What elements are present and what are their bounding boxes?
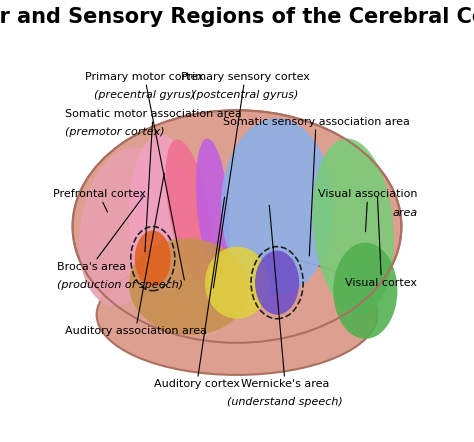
Text: (production of speech): (production of speech) <box>56 280 182 290</box>
Ellipse shape <box>129 134 193 295</box>
Ellipse shape <box>97 255 377 375</box>
Text: Visual association: Visual association <box>318 190 418 232</box>
Text: Visual cortex: Visual cortex <box>346 197 418 288</box>
Text: (precentral gyrus): (precentral gyrus) <box>94 90 195 100</box>
Text: Auditory association area: Auditory association area <box>64 173 207 336</box>
Text: Somatic motor association area: Somatic motor association area <box>64 109 241 252</box>
Text: (understand speech): (understand speech) <box>227 397 343 407</box>
Text: Auditory cortex: Auditory cortex <box>154 197 240 389</box>
Ellipse shape <box>73 110 401 343</box>
Text: (premotor cortex): (premotor cortex) <box>64 127 164 137</box>
Ellipse shape <box>135 231 171 287</box>
Ellipse shape <box>313 139 394 315</box>
Text: (postcentral gyrus): (postcentral gyrus) <box>192 90 298 100</box>
Ellipse shape <box>255 251 299 315</box>
Text: area: area <box>392 207 418 217</box>
Text: Wernicke's area: Wernicke's area <box>241 205 329 389</box>
Ellipse shape <box>205 247 269 319</box>
Text: Primary motor cortex: Primary motor cortex <box>85 72 204 280</box>
Text: Somatic sensory association area: Somatic sensory association area <box>223 117 410 256</box>
Text: Primary sensory cortex: Primary sensory cortex <box>181 72 310 288</box>
Ellipse shape <box>221 118 333 295</box>
Text: Broca's area: Broca's area <box>56 197 143 272</box>
Ellipse shape <box>333 243 397 339</box>
Ellipse shape <box>129 239 249 335</box>
Text: Prefrontal cortex: Prefrontal cortex <box>53 190 146 212</box>
Ellipse shape <box>165 139 212 282</box>
Ellipse shape <box>79 147 170 306</box>
Title: Motor and Sensory Regions of the Cerebral Cortex: Motor and Sensory Regions of the Cerebra… <box>0 7 474 27</box>
Ellipse shape <box>196 138 230 274</box>
